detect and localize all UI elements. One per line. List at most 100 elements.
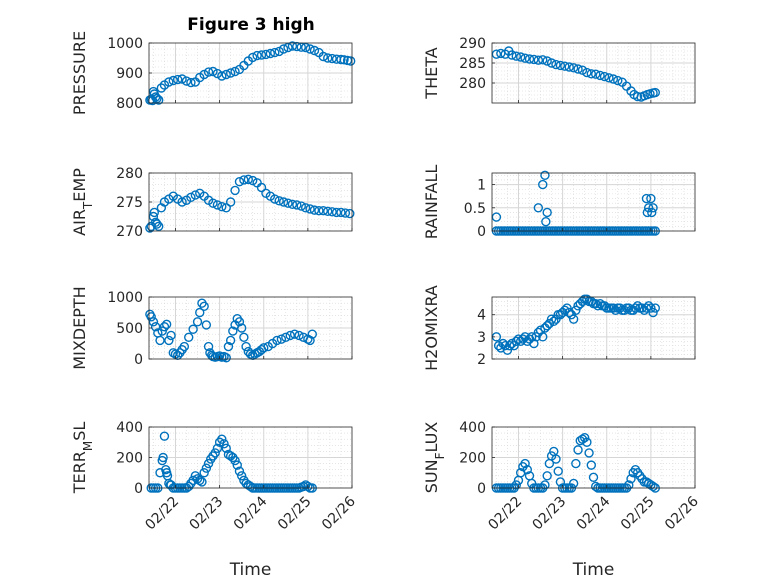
data-point [152, 219, 162, 229]
data-point [150, 92, 161, 102]
data-point [582, 67, 592, 78]
data-point [568, 63, 579, 73]
data-point [504, 341, 515, 351]
y-tick-label: 400 [116, 420, 143, 436]
data-point [197, 477, 207, 487]
x-tick-label: 02/24 [574, 493, 614, 533]
data-point [535, 325, 546, 335]
data-point [542, 321, 552, 331]
data-point [531, 332, 541, 342]
data-point [203, 458, 214, 469]
data-point [560, 61, 570, 71]
data-point [327, 53, 337, 64]
y-axis-label: MIXDEPTH [70, 286, 89, 369]
data-point [544, 318, 555, 329]
data-point [582, 437, 592, 447]
data-point [564, 62, 574, 72]
y-tick-label: 900 [116, 66, 143, 82]
data-point [529, 54, 539, 65]
data-point [491, 212, 502, 222]
data-point [155, 335, 165, 346]
data-point [599, 301, 610, 311]
data-point [630, 303, 641, 313]
data-point [190, 190, 201, 200]
data-point [345, 56, 356, 66]
data-point [551, 454, 561, 464]
data-point [608, 74, 619, 84]
y-tick-label: 200 [116, 451, 143, 467]
data-point [524, 54, 535, 64]
data-point [577, 296, 588, 307]
data-point [568, 314, 579, 324]
data-point [274, 196, 284, 206]
data-point [278, 197, 289, 207]
data-point [582, 294, 592, 304]
data-point [502, 345, 513, 355]
data-point [195, 475, 205, 486]
x-tick-label: 02/23 [187, 494, 227, 534]
data-point [515, 52, 526, 62]
y-tick-label: 270 [116, 224, 143, 240]
data-point [270, 47, 280, 58]
data-point [188, 475, 198, 486]
data-point [608, 303, 619, 313]
data-point [219, 439, 229, 449]
data-point [234, 317, 245, 327]
data-point [540, 480, 550, 490]
data-point [318, 51, 329, 62]
data-point [305, 335, 315, 346]
y-tick-label: 285 [459, 56, 486, 72]
data-point [292, 41, 302, 52]
data-point [642, 207, 653, 218]
data-point [518, 334, 528, 344]
y-tick-label: 200 [459, 451, 486, 467]
data-point [265, 48, 276, 59]
data-point [568, 478, 579, 489]
y-axis-label: THETA [422, 47, 441, 99]
data-point [500, 341, 510, 351]
data-point [283, 198, 293, 208]
data-point [340, 208, 351, 218]
data-point [243, 174, 253, 185]
data-point [496, 343, 506, 353]
data-point [595, 70, 605, 81]
data-point [225, 197, 236, 207]
data-point [336, 207, 346, 218]
data-point [208, 66, 218, 77]
y-tick-label: 0 [477, 481, 486, 497]
data-point [564, 307, 574, 318]
data-point [595, 298, 605, 309]
y-axis-label: SUNFLUX [422, 422, 447, 494]
data-point [149, 207, 159, 218]
data-point [538, 55, 548, 65]
data-point [647, 207, 657, 218]
data-point [159, 431, 170, 441]
data-point [228, 326, 238, 336]
data-point [252, 50, 262, 61]
data-point [234, 466, 245, 476]
data-point [239, 332, 249, 342]
data-point [232, 460, 242, 470]
data-point [164, 77, 174, 87]
data-point [648, 203, 658, 213]
data-point [305, 44, 315, 54]
data-point [168, 75, 178, 86]
data-point [248, 52, 258, 63]
data-point [172, 74, 183, 85]
y-tick-label: 275 [116, 195, 143, 211]
data-point [181, 76, 192, 86]
data-point [555, 60, 566, 71]
data-point [318, 205, 329, 216]
data-point [179, 341, 190, 352]
data-point [599, 71, 610, 82]
data-point [177, 197, 187, 207]
data-point [234, 176, 245, 187]
data-point [586, 296, 596, 307]
data-point [591, 298, 601, 309]
data-point [221, 353, 231, 363]
x-tick-label: 02/24 [231, 493, 271, 533]
data-point [203, 341, 214, 352]
data-point [637, 303, 647, 313]
data-point [626, 474, 636, 484]
data-point [551, 59, 561, 70]
